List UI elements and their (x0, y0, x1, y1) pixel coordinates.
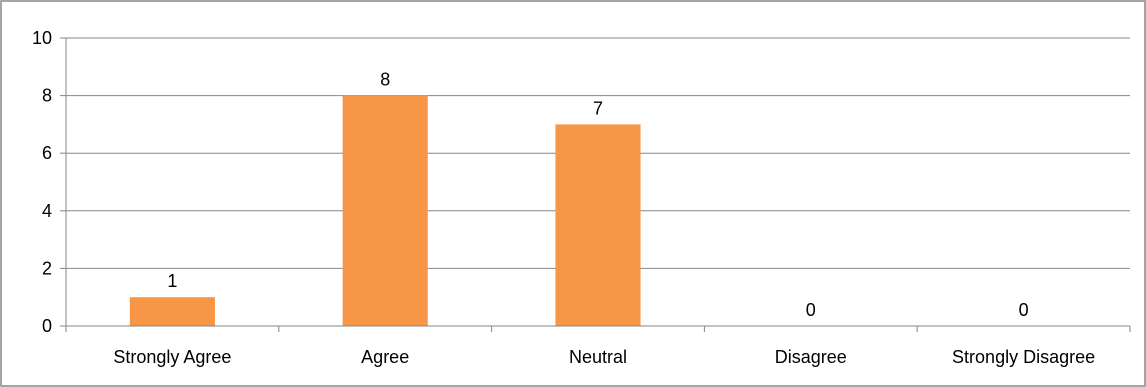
data-label-3: 0 (806, 300, 816, 320)
y-tick-label: 4 (42, 201, 52, 221)
category-label-0: Strongly Agree (113, 347, 231, 367)
category-label-4: Strongly Disagree (952, 347, 1095, 367)
y-tick-label: 0 (42, 316, 52, 336)
y-tick-label: 10 (32, 28, 52, 48)
axes (60, 37, 1131, 332)
data-label-1: 8 (380, 70, 390, 90)
category-label-1: Agree (361, 347, 409, 367)
category-label-3: Disagree (775, 347, 847, 367)
bar-series (129, 95, 641, 327)
category-label-2: Neutral (569, 347, 627, 367)
labels: 0 2 4 6 8 10 1 Strongly Agree 8 Agree 7 Neutral 0 Dis… (32, 28, 1095, 367)
data-label-0: 1 (167, 271, 177, 291)
data-label-2: 7 (593, 98, 603, 118)
bar-0 (129, 297, 215, 326)
y-tick-label: 8 (42, 86, 52, 106)
bar-1 (342, 95, 428, 326)
y-tick-label: 6 (42, 143, 52, 163)
data-label-4: 0 (1019, 300, 1029, 320)
bar-2 (555, 124, 641, 327)
y-tick-label: 2 (42, 258, 52, 278)
